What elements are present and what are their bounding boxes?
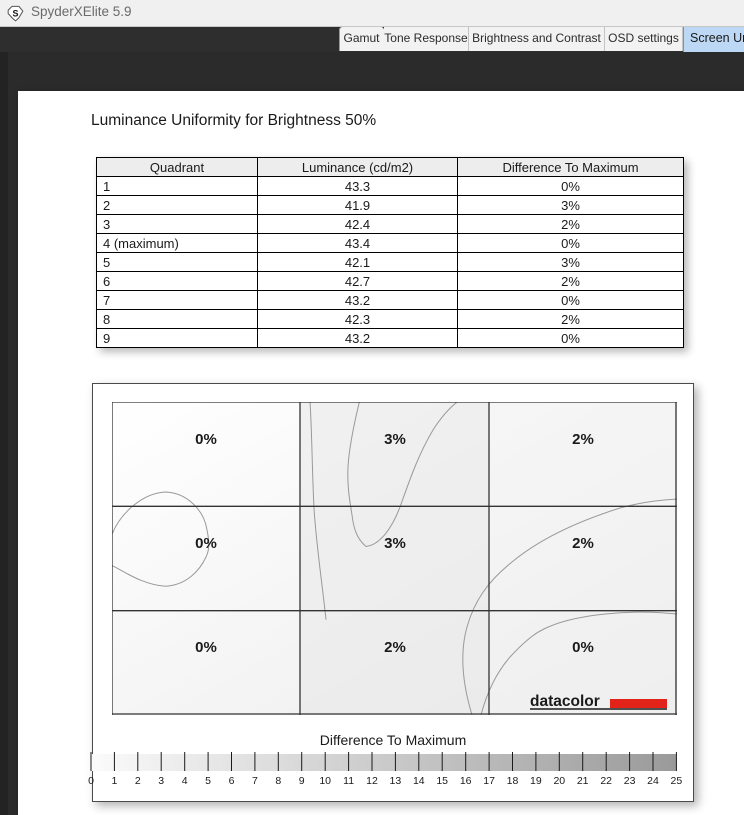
svg-text:22: 22 bbox=[600, 775, 612, 787]
svg-text:0%: 0% bbox=[195, 639, 217, 656]
svg-text:11: 11 bbox=[343, 775, 354, 787]
svg-text:15: 15 bbox=[436, 775, 448, 787]
svg-text:16: 16 bbox=[460, 775, 472, 787]
svg-text:3: 3 bbox=[158, 775, 164, 787]
svg-text:24: 24 bbox=[647, 775, 659, 787]
svg-text:3%: 3% bbox=[384, 431, 406, 448]
svg-text:12: 12 bbox=[366, 775, 378, 787]
svg-text:2: 2 bbox=[135, 775, 141, 787]
svg-text:S: S bbox=[13, 8, 19, 18]
svg-text:0: 0 bbox=[88, 775, 94, 787]
svg-text:2%: 2% bbox=[572, 431, 594, 448]
svg-text:datacolor: datacolor bbox=[530, 693, 600, 710]
svg-text:13: 13 bbox=[390, 775, 402, 787]
svg-text:9: 9 bbox=[299, 775, 305, 787]
svg-text:14: 14 bbox=[413, 775, 425, 787]
svg-text:21: 21 bbox=[577, 775, 589, 787]
svg-text:6: 6 bbox=[229, 775, 235, 787]
svg-text:23: 23 bbox=[624, 775, 636, 787]
svg-text:7: 7 bbox=[252, 775, 258, 787]
svg-text:4: 4 bbox=[182, 775, 188, 787]
svg-text:25: 25 bbox=[671, 775, 683, 787]
svg-text:10: 10 bbox=[319, 775, 331, 787]
svg-text:2%: 2% bbox=[572, 535, 594, 552]
svg-text:0%: 0% bbox=[195, 535, 217, 552]
svg-text:0%: 0% bbox=[195, 431, 217, 448]
svg-text:3%: 3% bbox=[384, 535, 406, 552]
svg-text:18: 18 bbox=[507, 775, 519, 787]
svg-text:20: 20 bbox=[553, 775, 565, 787]
svg-text:0%: 0% bbox=[572, 639, 594, 656]
svg-text:8: 8 bbox=[275, 775, 281, 787]
svg-text:17: 17 bbox=[483, 775, 495, 787]
svg-text:1: 1 bbox=[111, 775, 117, 787]
svg-text:2%: 2% bbox=[384, 639, 406, 656]
svg-text:5: 5 bbox=[205, 775, 211, 787]
svg-text:19: 19 bbox=[530, 775, 542, 787]
